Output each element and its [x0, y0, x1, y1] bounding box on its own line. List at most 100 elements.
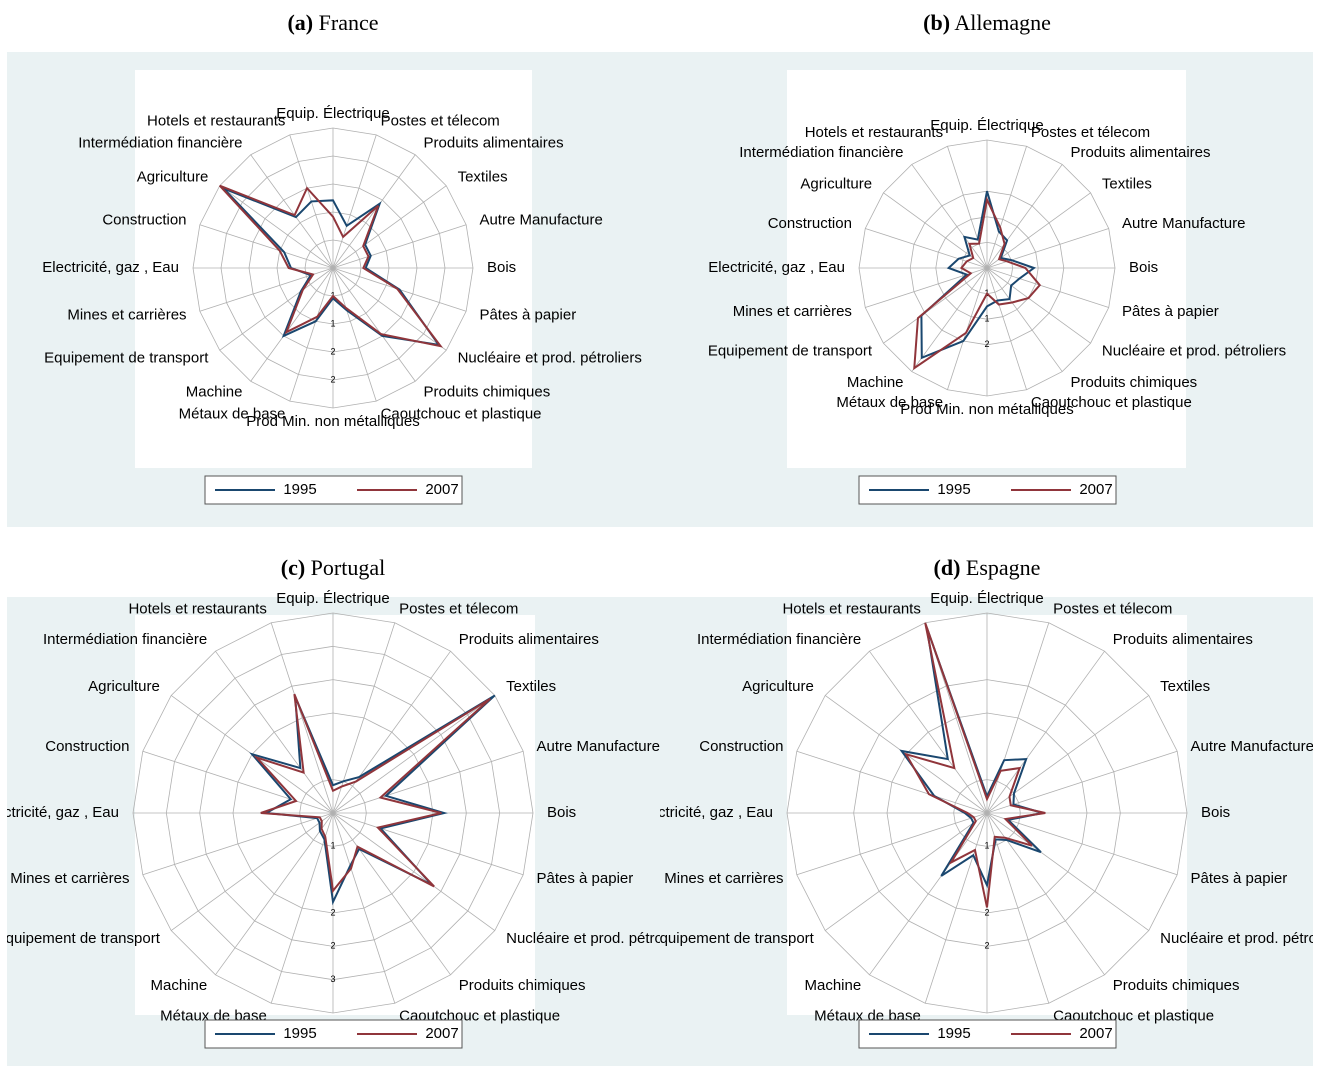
- category-label: Hotels et restaurants: [805, 124, 943, 141]
- category-label: Agriculture: [137, 168, 209, 185]
- category-label: Electricité, gaz , Eau: [708, 259, 845, 276]
- spoke: [215, 812, 334, 976]
- spoke: [270, 622, 334, 814]
- category-label: Equip. Électrique: [276, 590, 389, 607]
- spoke: [332, 750, 524, 814]
- category-label: Equipement de transport: [0, 930, 161, 947]
- spoke: [332, 154, 416, 269]
- category-label: Caoutchouc et plastique: [1031, 394, 1192, 411]
- category-label: Intermédiation financière: [43, 631, 207, 648]
- category-label: Bois: [1201, 804, 1230, 821]
- category-label: Produits chimiques: [459, 977, 586, 994]
- radial-tick-label: 2: [330, 907, 335, 917]
- panel-title: Allemagne: [954, 10, 1051, 35]
- category-label: Hotels et restaurants: [147, 113, 285, 130]
- spoke: [986, 750, 1178, 814]
- spoke: [869, 650, 988, 814]
- category-label: Electricité, gaz , Eau: [42, 259, 179, 276]
- spoke: [332, 267, 447, 351]
- radial-tick-label: 1: [984, 314, 989, 324]
- spoke: [289, 267, 334, 402]
- spoke: [911, 164, 988, 269]
- category-label: Electricité, gaz , Eau: [636, 804, 773, 821]
- category-label: Produits chimiques: [1113, 977, 1240, 994]
- legend-label: 1995: [937, 1025, 970, 1042]
- category-label: Postes et télecom: [1053, 600, 1172, 617]
- category-label: Caoutchouc et plastique: [381, 405, 542, 422]
- series-line: [249, 694, 496, 906]
- spoke: [142, 750, 334, 814]
- spoke: [332, 650, 451, 814]
- spoke: [986, 267, 1063, 372]
- category-label: Hotels et restaurants: [782, 600, 920, 617]
- panel-label: (b): [923, 10, 950, 35]
- series-line: [222, 187, 441, 347]
- spoke: [986, 650, 1105, 814]
- panel-label: (c): [281, 555, 305, 580]
- category-label: Intermédiation financière: [697, 631, 861, 648]
- category-label: Equipement de transport: [708, 342, 873, 359]
- series-line: [920, 190, 1037, 360]
- radial-tick-label: 2: [984, 339, 989, 349]
- radial-tick-label: 1: [330, 318, 335, 328]
- category-label: Electricité, gaz , Eau: [0, 804, 119, 821]
- category-label: Mines et carrières: [733, 303, 852, 320]
- category-label: Prod Min. non métalliques: [900, 401, 1073, 418]
- chart-title: (d) Espagne: [934, 555, 1041, 580]
- category-label: Pâtes à papier: [537, 870, 634, 887]
- category-label: Pâtes à papier: [1191, 870, 1288, 887]
- spoke: [250, 267, 334, 382]
- spoke: [332, 224, 467, 269]
- spoke: [250, 154, 334, 269]
- category-label: Equipement de transport: [44, 349, 209, 366]
- spoke: [883, 267, 988, 344]
- category-label: Postes et télecom: [1031, 124, 1150, 141]
- category-label: Produits alimentaires: [1070, 144, 1210, 161]
- spoke: [986, 812, 1050, 1004]
- category-label: Mines et carrières: [67, 307, 186, 324]
- spoke: [332, 812, 396, 1004]
- radial-tick-label: 3: [330, 974, 335, 984]
- category-label: Autre Manufacture: [537, 738, 660, 755]
- category-label: Equip. Électrique: [930, 590, 1043, 607]
- spoke: [824, 812, 988, 931]
- category-label: Agriculture: [742, 678, 814, 695]
- spoke: [332, 134, 377, 269]
- series-line: [913, 196, 1042, 371]
- spoke: [142, 812, 334, 876]
- radial-tick-label: 1: [330, 841, 335, 851]
- chart-title: (b) Allemagne: [923, 10, 1051, 35]
- spoke: [986, 146, 1027, 269]
- category-label: Autre Manufacture: [1191, 738, 1314, 755]
- spoke: [986, 164, 1063, 269]
- spoke: [199, 224, 334, 269]
- category-label: Intermédiation financière: [78, 134, 242, 151]
- spoke: [332, 267, 416, 382]
- category-label: Nucléaire et prod. pétroliers: [458, 349, 642, 366]
- spoke: [869, 812, 988, 976]
- category-label: Mines et carrières: [10, 870, 129, 887]
- legend-label: 2007: [1079, 1025, 1112, 1042]
- radial-tick-label: 2: [984, 941, 989, 951]
- legend-label: 1995: [283, 481, 316, 498]
- category-label: Bois: [1129, 259, 1158, 276]
- category-label: Equip. Électrique: [276, 105, 389, 122]
- category-label: Métaux de base: [179, 405, 286, 422]
- category-label: Pâtes à papier: [1122, 303, 1219, 320]
- category-label: Autre Manufacture: [1122, 215, 1245, 232]
- radial-tick-label: 2: [330, 346, 335, 356]
- spoke: [796, 750, 988, 814]
- category-label: Construction: [45, 738, 129, 755]
- spoke: [986, 267, 1109, 308]
- category-label: Nucléaire et prod. pétroliers: [506, 930, 690, 947]
- legend-label: 2007: [425, 1025, 458, 1042]
- category-label: Nucléaire et prod. pétroliers: [1102, 342, 1286, 359]
- radial-tick-label: 2: [330, 374, 335, 384]
- spoke: [796, 812, 988, 876]
- spoke: [332, 267, 377, 402]
- category-label: Pâtes à papier: [479, 307, 576, 324]
- category-label: Construction: [699, 738, 783, 755]
- category-label: Bois: [487, 259, 516, 276]
